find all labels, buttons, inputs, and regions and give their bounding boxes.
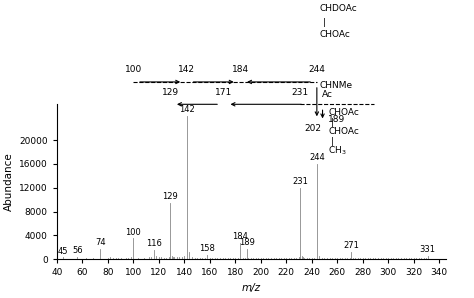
Text: 100: 100 xyxy=(126,228,141,237)
Text: 271: 271 xyxy=(343,241,359,250)
Text: 331: 331 xyxy=(419,246,436,254)
Text: 74: 74 xyxy=(95,238,106,247)
Text: 189: 189 xyxy=(239,238,255,247)
Text: 231: 231 xyxy=(292,177,308,186)
Text: Ac: Ac xyxy=(321,90,333,99)
Text: CHDOAc: CHDOAc xyxy=(319,4,357,13)
Text: CHOAc: CHOAc xyxy=(328,127,359,136)
Text: 129: 129 xyxy=(163,192,178,201)
Text: |: | xyxy=(331,118,334,127)
Text: |: | xyxy=(322,18,326,27)
Text: CHNMe: CHNMe xyxy=(319,81,353,90)
Text: 56: 56 xyxy=(72,246,82,255)
Text: 202: 202 xyxy=(305,124,321,133)
Text: CHOAc: CHOAc xyxy=(328,108,359,117)
Text: 116: 116 xyxy=(146,239,162,248)
Text: 100: 100 xyxy=(125,66,142,74)
Text: 129: 129 xyxy=(162,88,179,97)
Text: 142: 142 xyxy=(179,105,195,114)
Text: 158: 158 xyxy=(200,244,215,253)
Text: 171: 171 xyxy=(215,88,232,97)
Text: 244: 244 xyxy=(309,153,325,162)
Text: 45: 45 xyxy=(58,247,69,256)
Y-axis label: Abundance: Abundance xyxy=(3,152,14,211)
Text: 244: 244 xyxy=(309,66,325,74)
Text: CH$_3$: CH$_3$ xyxy=(328,145,347,157)
Text: 189: 189 xyxy=(328,115,346,124)
Text: 184: 184 xyxy=(232,232,248,241)
X-axis label: m/z: m/z xyxy=(242,283,261,293)
Text: CHOAc: CHOAc xyxy=(319,30,350,39)
Text: 231: 231 xyxy=(292,88,309,97)
Text: 142: 142 xyxy=(178,66,195,74)
Text: 184: 184 xyxy=(232,66,249,74)
Text: |: | xyxy=(331,137,334,146)
